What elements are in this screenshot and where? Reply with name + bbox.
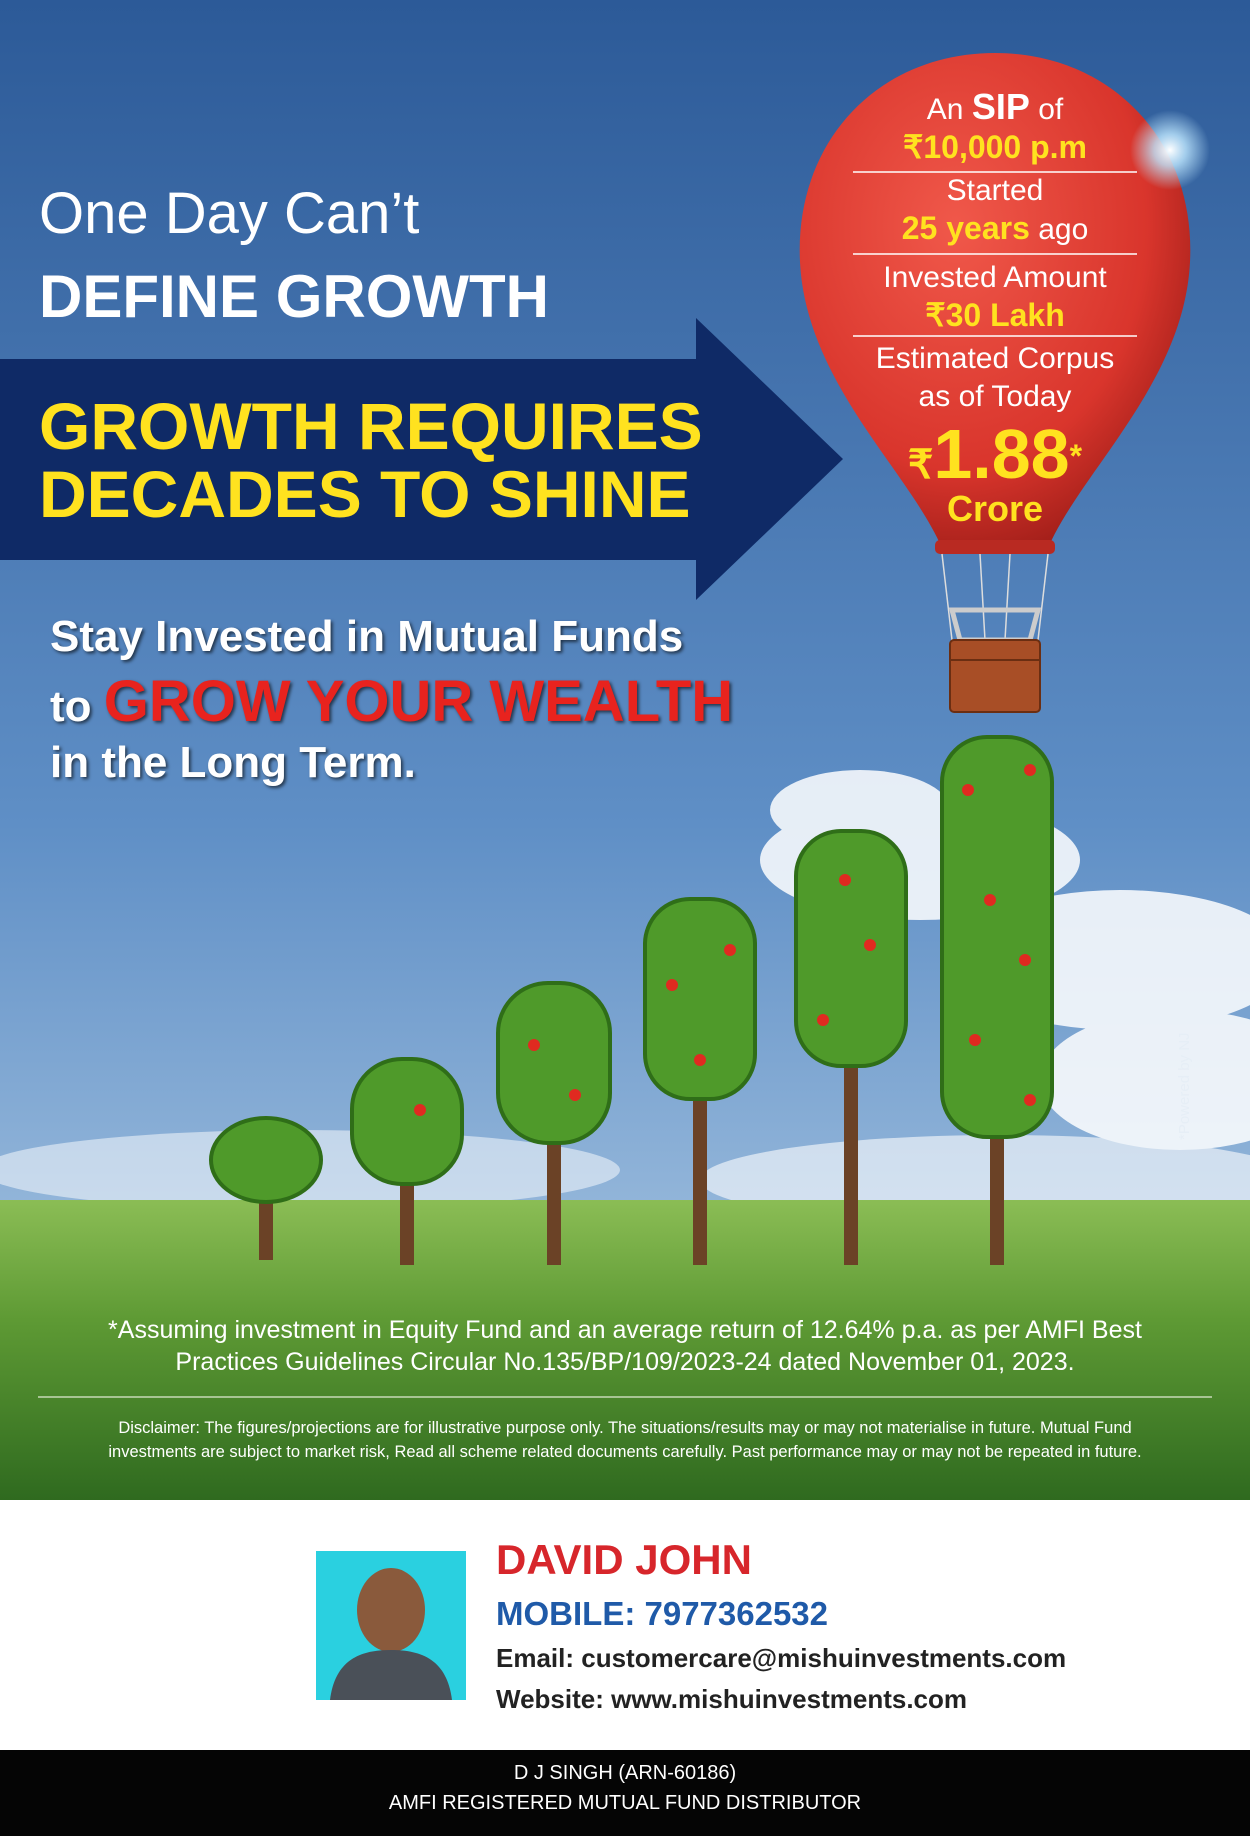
balloon-line: An SIP of bbox=[830, 86, 1160, 128]
tagline-lead: to bbox=[50, 682, 92, 731]
headline-line: One Day Can’t bbox=[39, 181, 420, 246]
text: ago bbox=[1038, 213, 1089, 246]
text: 1.88 bbox=[933, 415, 1070, 493]
tagline-line: to GROW YOUR WEALTH bbox=[50, 668, 733, 735]
grass bbox=[0, 1200, 1250, 1500]
balloon-line: ₹30 Lakh bbox=[925, 297, 1065, 333]
disclaimer-line: investments are subject to market risk, … bbox=[108, 1443, 1142, 1461]
disclaimer-line: Disclaimer: The figures/projections are … bbox=[118, 1419, 1132, 1437]
balloon-line: ₹10,000 p.m bbox=[902, 129, 1087, 165]
text: ₹ bbox=[907, 443, 934, 487]
balloon-line: as of Today bbox=[918, 380, 1072, 413]
contact-name: DAVID JOHN bbox=[496, 1536, 752, 1583]
trees bbox=[209, 735, 1054, 1265]
arrow-line: GROWTH REQUIRES bbox=[39, 389, 703, 463]
text: 25 years bbox=[901, 210, 1030, 246]
footer-bar bbox=[0, 1750, 1250, 1836]
tagline-line: in the Long Term. bbox=[50, 738, 416, 787]
contact-mobile: MOBILE: 7977362532 bbox=[496, 1595, 829, 1632]
headline-line: DEFINE GROWTH bbox=[39, 263, 549, 330]
tagline-line: Stay Invested in Mutual Funds bbox=[50, 612, 684, 661]
balloon bbox=[799, 53, 1210, 713]
text: of bbox=[1038, 93, 1064, 126]
footnote-line: Practices Guidelines Circular No.135/BP/… bbox=[175, 1348, 1075, 1376]
text: SIP bbox=[971, 86, 1030, 127]
photo-shirt bbox=[330, 1650, 452, 1700]
balloon-line: Started bbox=[946, 174, 1044, 207]
text: An bbox=[926, 93, 964, 126]
footer-line: AMFI REGISTERED MUTUAL FUND DISTRIBUTOR bbox=[388, 1792, 862, 1814]
contact-email: Email: customercare@mishuinvestments.com bbox=[496, 1643, 1067, 1673]
text: * bbox=[1069, 438, 1083, 474]
footer-line: D J SINGH (ARN-60186) bbox=[513, 1762, 737, 1784]
balloon-line: Estimated Corpus bbox=[875, 342, 1115, 375]
tagline-highlight: GROW YOUR WEALTH bbox=[103, 669, 734, 734]
footnote-line: *Assuming investment in Equity Fund and … bbox=[108, 1316, 1142, 1344]
balloon-line: 25 years ago bbox=[830, 210, 1160, 247]
arrow-shape bbox=[0, 318, 843, 600]
powered-by: *Powered by NJ bbox=[1176, 1032, 1193, 1140]
arrow-line: DECADES TO SHINE bbox=[39, 457, 691, 531]
photo-face bbox=[357, 1568, 425, 1652]
balloon-line: ₹1.88* bbox=[830, 414, 1160, 494]
contact-website: Website: www.mishuinvestments.com bbox=[496, 1684, 967, 1714]
contact-panel bbox=[0, 1500, 1250, 1750]
balloon-line: Invested Amount bbox=[883, 261, 1107, 294]
balloon-line: Crore bbox=[946, 488, 1044, 529]
